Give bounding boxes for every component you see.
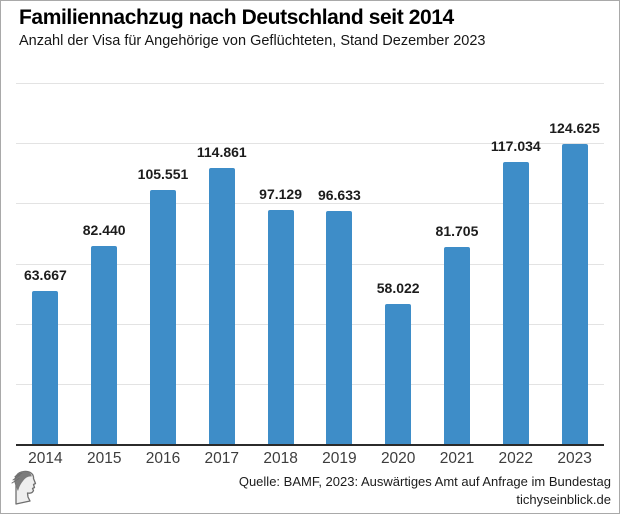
bar-2014 — [32, 290, 59, 444]
gridline-75000 — [16, 263, 604, 265]
bar-2016 — [149, 189, 176, 444]
x-tick-2014: 2014 — [28, 450, 63, 467]
bar-2021 — [443, 247, 470, 444]
bar-column-2015: 82.440 — [75, 83, 134, 444]
x-tick-2020: 2020 — [380, 450, 416, 467]
chart-footer: Quelle: BAMF, 2023: Auswärtiges Amt auf … — [51, 473, 611, 508]
website-note: tichyseinblick.de — [516, 491, 611, 507]
value-label-2023: 124.625 — [549, 120, 600, 137]
chart-title: Familiennachzug nach Deutschland seit 20… — [19, 6, 454, 29]
x-tick-2017: 2017 — [204, 450, 240, 467]
value-label-2021: 81.705 — [435, 223, 479, 240]
x-tick-2019: 2019 — [322, 450, 357, 467]
gridline-150000 — [16, 83, 604, 84]
bar-2023 — [561, 144, 588, 444]
plot-area: 63.667 82.440 105.551 114.861 97.129 96.633 58… — [16, 83, 604, 446]
x-tick-2016: 2016 — [145, 450, 181, 467]
x-axis-labels: 2014 2015 2016 2017 2018 2019 2020 2021 2022 2023 — [16, 450, 604, 468]
x-tick-2018: 2018 — [263, 450, 298, 467]
bar-column-2014: 63.667 — [16, 83, 75, 444]
value-label-2017: 114.861 — [196, 143, 247, 160]
x-tick-2022: 2022 — [498, 450, 534, 467]
bar-2015 — [91, 245, 118, 444]
value-label-2020: 58.022 — [376, 280, 420, 297]
gridline-50000 — [16, 323, 604, 325]
bar-column-2020: 58.022 — [369, 83, 428, 444]
bar-2020 — [385, 304, 412, 444]
bar-column-2021: 81.705 — [428, 83, 487, 444]
x-tick-2021: 2021 — [439, 450, 475, 467]
bar-column-2017: 114.861 — [192, 83, 251, 444]
bars-container: 63.667 82.440 105.551 114.861 97.129 96.633 58… — [16, 83, 604, 444]
value-label-2019: 96.633 — [317, 187, 361, 204]
gridline-125000 — [16, 143, 604, 145]
bar-column-2022: 117.034 — [486, 83, 545, 444]
bar-2018 — [267, 210, 294, 444]
bar-2022 — [502, 162, 529, 444]
value-label-2015: 82.440 — [82, 221, 126, 238]
bar-2019 — [326, 211, 353, 444]
bar-2017 — [208, 167, 235, 444]
gridline-25000 — [16, 383, 604, 385]
bar-column-2018: 97.129 — [251, 83, 310, 444]
gridline-100000 — [16, 203, 604, 205]
value-label-2018: 97.129 — [259, 186, 302, 203]
bar-column-2019: 96.633 — [310, 83, 369, 444]
chart-subtitle: Anzahl der Visa für Angehörige von Geflü… — [19, 33, 486, 49]
source-note: Quelle: BAMF, 2023: Auswärtiges Amt auf … — [238, 474, 611, 489]
bar-column-2023: 124.625 — [545, 83, 604, 444]
chart-header: Familiennachzug nach Deutschland seit 20… — [19, 6, 607, 50]
value-label-2014: 63.667 — [23, 266, 67, 283]
bar-column-2016: 105.551 — [134, 83, 193, 444]
tichys-einblick-logo-icon — [11, 470, 37, 505]
x-tick-2023: 2023 — [557, 450, 592, 467]
x-tick-2015: 2015 — [86, 450, 122, 467]
value-label-2022: 117.034 — [490, 138, 541, 155]
value-label-2016: 105.551 — [137, 165, 189, 182]
